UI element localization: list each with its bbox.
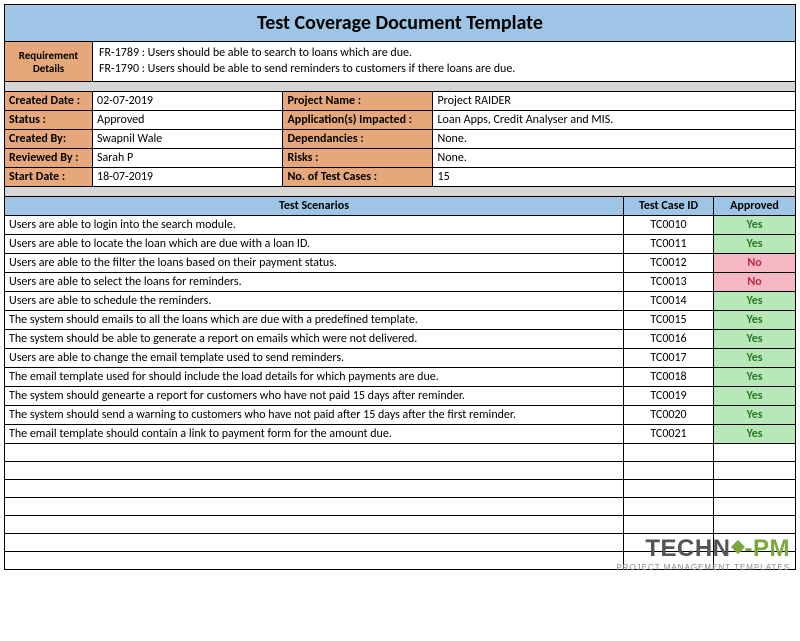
meta-right-value: Project RAIDER xyxy=(433,92,796,111)
empty-row xyxy=(5,462,796,480)
table-row: Users are able to select the loans for r… xyxy=(5,273,796,292)
scenario-cell: Users are able to the filter the loans b… xyxy=(5,254,624,273)
meta-right-label: Dependancies : xyxy=(283,130,433,149)
tcid-cell: TC0016 xyxy=(623,330,713,349)
scenario-cell: Users are able to change the email templ… xyxy=(5,349,624,368)
scenario-cell: The system should send a warning to cust… xyxy=(5,406,624,425)
table-row: Users are able to change the email templ… xyxy=(5,349,796,368)
scenario-cell: Users are able to login into the search … xyxy=(5,216,624,235)
meta-left-value: Swapnil Wale xyxy=(93,130,283,149)
meta-row: Start Date :18-07-2019No. of Test Cases … xyxy=(5,168,796,187)
tcid-cell: TC0010 xyxy=(623,216,713,235)
scenario-cell: The system should genearte a report for … xyxy=(5,387,624,406)
coverage-table: Test Coverage Document Template Requirem… xyxy=(4,4,796,570)
meta-left-label: Start Date : xyxy=(5,168,93,187)
title-cell: Test Coverage Document Template xyxy=(5,5,796,42)
table-row: The system should be able to generate a … xyxy=(5,330,796,349)
meta-left-label: Created Date : xyxy=(5,92,93,111)
meta-row: Status :ApprovedApplication(s) Impacted … xyxy=(5,111,796,130)
scenario-cell: The system should emails to all the loan… xyxy=(5,311,624,330)
meta-right-label: No. of Test Cases : xyxy=(283,168,433,187)
meta-row: Created Date :02-07-2019Project Name :Pr… xyxy=(5,92,796,111)
table-row: Users are able to the filter the loans b… xyxy=(5,254,796,273)
approved-cell: No xyxy=(713,254,795,273)
scenario-header-row: Test Scenarios Test Case ID Approved xyxy=(5,197,796,216)
empty-row xyxy=(5,480,796,498)
scenario-cell: The email template used for should inclu… xyxy=(5,368,624,387)
tcid-cell: TC0020 xyxy=(623,406,713,425)
empty-row xyxy=(5,498,796,516)
tcid-cell: TC0019 xyxy=(623,387,713,406)
scenario-cell: The system should be able to generate a … xyxy=(5,330,624,349)
empty-row xyxy=(5,534,796,552)
approved-cell: Yes xyxy=(713,368,795,387)
approved-cell: Yes xyxy=(713,216,795,235)
approved-cell: Yes xyxy=(713,425,795,444)
meta-row: Created By:Swapnil WaleDependancies :Non… xyxy=(5,130,796,149)
meta-left-value: Approved xyxy=(93,111,283,130)
approved-cell: No xyxy=(713,273,795,292)
approved-cell: Yes xyxy=(713,330,795,349)
meta-right-value: 15 xyxy=(433,168,796,187)
tcid-cell: TC0014 xyxy=(623,292,713,311)
table-row: Users are able to schedule the reminders… xyxy=(5,292,796,311)
tcid-cell: TC0012 xyxy=(623,254,713,273)
col-tcid: Test Case ID xyxy=(623,197,713,216)
meta-row: Reviewed By :Sarah PRisks :None. xyxy=(5,149,796,168)
table-row: Users are able to locate the loan which … xyxy=(5,235,796,254)
approved-cell: Yes xyxy=(713,311,795,330)
approved-cell: Yes xyxy=(713,349,795,368)
req-line-1: FR-1789 : Users should be able to search… xyxy=(99,46,412,60)
col-scenario: Test Scenarios xyxy=(5,197,624,216)
tcid-cell: TC0013 xyxy=(623,273,713,292)
tcid-cell: TC0018 xyxy=(623,368,713,387)
spacer-row xyxy=(5,82,796,92)
meta-right-label: Risks : xyxy=(283,149,433,168)
tcid-cell: TC0021 xyxy=(623,425,713,444)
scenario-cell: Users are able to select the loans for r… xyxy=(5,273,624,292)
meta-left-label: Status : xyxy=(5,111,93,130)
table-row: The system should genearte a report for … xyxy=(5,387,796,406)
tcid-cell: TC0017 xyxy=(623,349,713,368)
meta-left-value: 02-07-2019 xyxy=(93,92,283,111)
table-row: Users are able to login into the search … xyxy=(5,216,796,235)
empty-row xyxy=(5,516,796,534)
approved-cell: Yes xyxy=(713,406,795,425)
table-row: The email template should contain a link… xyxy=(5,425,796,444)
scenario-cell: Users are able to locate the loan which … xyxy=(5,235,624,254)
requirement-label: Requirement Details xyxy=(5,42,93,82)
scenario-cell: Users are able to schedule the reminders… xyxy=(5,292,624,311)
approved-cell: Yes xyxy=(713,387,795,406)
meta-right-label: Project Name : xyxy=(283,92,433,111)
meta-left-label: Created By: xyxy=(5,130,93,149)
meta-right-value: Loan Apps, Credit Analyser and MIS. xyxy=(433,111,796,130)
meta-left-label: Reviewed By : xyxy=(5,149,93,168)
table-row: The email template used for should inclu… xyxy=(5,368,796,387)
tcid-cell: TC0015 xyxy=(623,311,713,330)
title-row: Test Coverage Document Template xyxy=(5,5,796,42)
empty-row xyxy=(5,444,796,462)
meta-right-label: Application(s) Impacted : xyxy=(283,111,433,130)
req-line-2: FR-1790 : Users should be able to send r… xyxy=(99,62,515,76)
meta-right-value: None. xyxy=(433,130,796,149)
approved-cell: Yes xyxy=(713,235,795,254)
requirement-row: Requirement Details FR-1789 : Users shou… xyxy=(5,42,796,82)
tcid-cell: TC0011 xyxy=(623,235,713,254)
requirement-text: FR-1789 : Users should be able to search… xyxy=(93,42,796,82)
meta-left-value: Sarah P xyxy=(93,149,283,168)
meta-right-value: None. xyxy=(433,149,796,168)
meta-left-value: 18-07-2019 xyxy=(93,168,283,187)
col-approved: Approved xyxy=(713,197,795,216)
scenario-cell: The email template should contain a link… xyxy=(5,425,624,444)
approved-cell: Yes xyxy=(713,292,795,311)
table-row: The system should emails to all the loan… xyxy=(5,311,796,330)
empty-row xyxy=(5,552,796,570)
table-row: The system should send a warning to cust… xyxy=(5,406,796,425)
spacer-row-2 xyxy=(5,187,796,197)
